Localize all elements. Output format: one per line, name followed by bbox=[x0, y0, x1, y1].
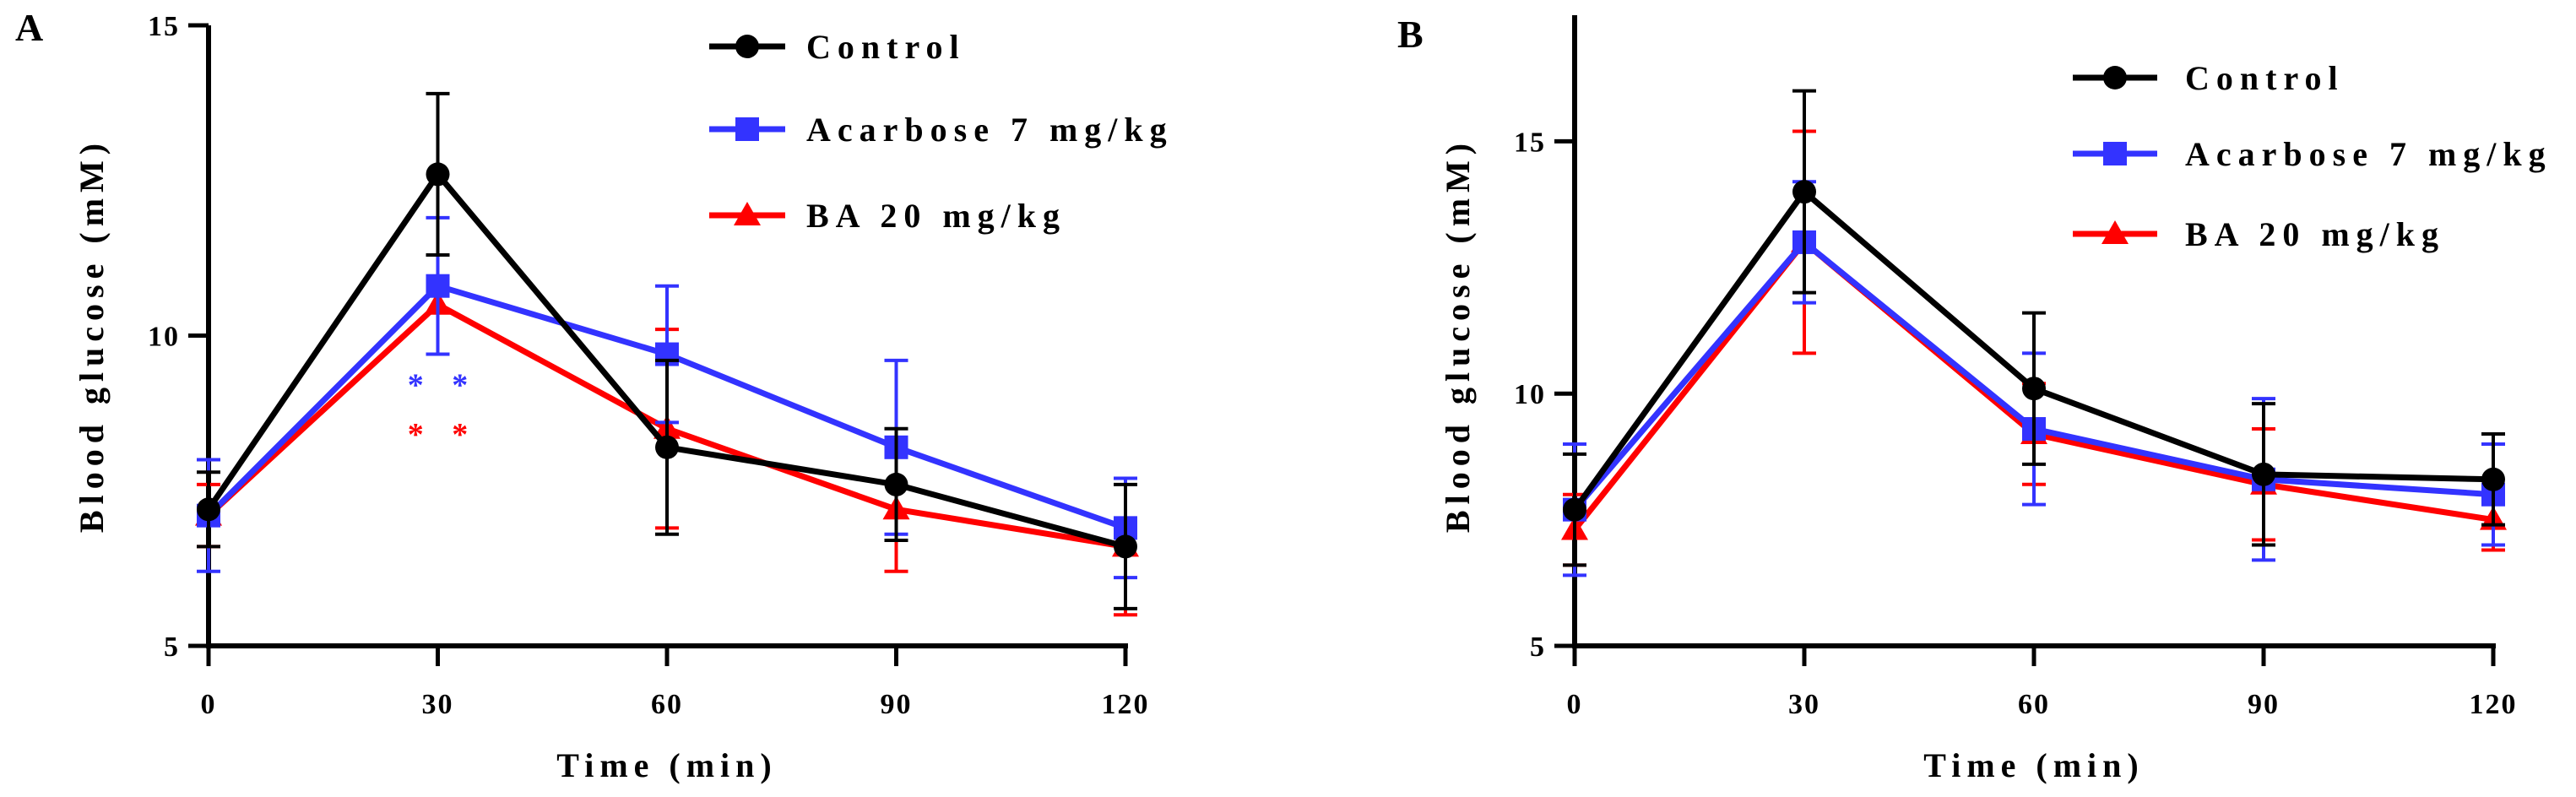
legend-label: Acarbose 7 mg/kg bbox=[806, 111, 1174, 149]
y-tick-label: 15 bbox=[148, 11, 180, 42]
x-axis-title: Time (min) bbox=[556, 746, 777, 784]
data-point-circle bbox=[1563, 497, 1586, 522]
x-tick-label: 0 bbox=[1567, 689, 1583, 720]
legend-marker-triangle bbox=[2101, 220, 2129, 244]
data-point-circle bbox=[655, 435, 679, 459]
x-tick-label: 30 bbox=[1788, 689, 1820, 720]
x-tick-label: 0 bbox=[201, 689, 217, 720]
legend-marker-square bbox=[2103, 142, 2127, 165]
data-point-circle bbox=[1114, 534, 1137, 559]
legend-label: Control bbox=[2185, 59, 2345, 97]
data-point-circle bbox=[884, 472, 908, 496]
x-tick-label: 90 bbox=[2248, 689, 2280, 720]
series-circle-control bbox=[197, 91, 1137, 610]
panel-letter: B bbox=[1397, 13, 1424, 56]
legend-marker-triangle bbox=[734, 202, 761, 225]
panel-b: B 5 10 15 0 30 60 90 120 Time (min) Blood glucose … bbox=[1397, 13, 2552, 784]
y-axis-title: Blood glucose (mM) bbox=[1439, 138, 1477, 533]
legend: Control Acarbose 7 mg/kg BA 20 mg/kg bbox=[2073, 59, 2552, 253]
data-point-circle bbox=[2022, 377, 2046, 401]
data-point-circle bbox=[426, 162, 450, 187]
significance-mark: * * bbox=[408, 417, 479, 453]
data-point-circle bbox=[2252, 462, 2275, 486]
data-point-circle bbox=[2481, 467, 2505, 491]
data-point-square bbox=[426, 274, 450, 298]
legend-label: Acarbose 7 mg/kg bbox=[2185, 135, 2552, 173]
legend-marker-circle bbox=[735, 35, 759, 58]
legend-marker-circle bbox=[2103, 66, 2127, 89]
panel-a: A 5 10 15 0 30 60 90 120 Time (min) Blood glucose … bbox=[15, 6, 1174, 784]
data-point-circle bbox=[1792, 180, 1816, 204]
y-tick-label: 15 bbox=[1514, 127, 1546, 158]
x-axis-title: Time (min) bbox=[1923, 746, 2144, 784]
legend: Control Acarbose 7 mg/kg BA 20 mg/kg bbox=[709, 28, 1174, 235]
legend-label: BA 20 mg/kg bbox=[806, 197, 1066, 235]
series-circle-control bbox=[1563, 89, 2505, 567]
y-axis-title: Blood glucose (mM) bbox=[73, 138, 111, 533]
legend-label: BA 20 mg/kg bbox=[2185, 215, 2445, 253]
y-tick-label: 10 bbox=[148, 322, 180, 353]
x-tick-label: 90 bbox=[881, 689, 913, 720]
x-tick-label: 120 bbox=[2470, 689, 2518, 720]
x-tick-label: 120 bbox=[1102, 689, 1150, 720]
y-tick-label: 5 bbox=[164, 632, 180, 663]
panel-letter: A bbox=[15, 6, 43, 49]
x-tick-label: 60 bbox=[651, 689, 683, 720]
legend-label: Control bbox=[806, 28, 966, 66]
significance-mark: * * bbox=[408, 367, 479, 403]
legend-marker-square bbox=[735, 117, 759, 141]
x-tick-label: 60 bbox=[2018, 689, 2050, 720]
x-tick-label: 30 bbox=[422, 689, 454, 720]
y-tick-label: 5 bbox=[1530, 632, 1546, 663]
y-tick-label: 10 bbox=[1514, 379, 1546, 410]
data-point-circle bbox=[197, 497, 220, 522]
